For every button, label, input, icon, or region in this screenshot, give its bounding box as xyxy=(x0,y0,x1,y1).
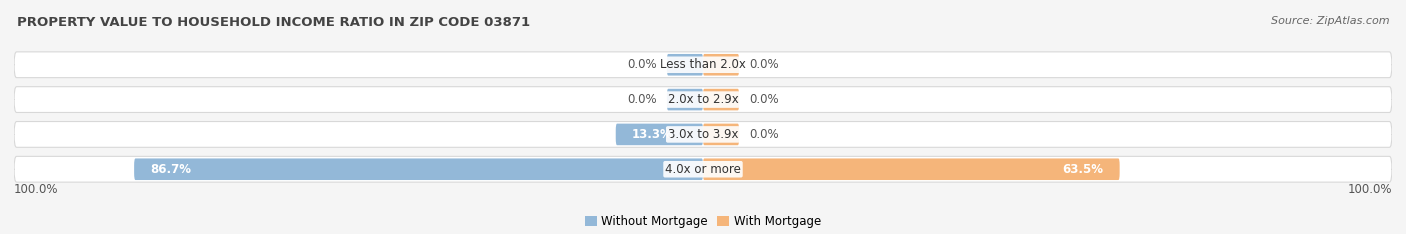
FancyBboxPatch shape xyxy=(14,156,1392,182)
Text: 3.0x to 3.9x: 3.0x to 3.9x xyxy=(668,128,738,141)
Text: 86.7%: 86.7% xyxy=(150,163,191,176)
FancyBboxPatch shape xyxy=(703,158,1119,180)
FancyBboxPatch shape xyxy=(666,89,703,110)
Text: PROPERTY VALUE TO HOUSEHOLD INCOME RATIO IN ZIP CODE 03871: PROPERTY VALUE TO HOUSEHOLD INCOME RATIO… xyxy=(17,16,530,29)
FancyBboxPatch shape xyxy=(703,89,740,110)
FancyBboxPatch shape xyxy=(14,52,1392,78)
Text: 0.0%: 0.0% xyxy=(749,93,779,106)
Legend: Without Mortgage, With Mortgage: Without Mortgage, With Mortgage xyxy=(585,215,821,228)
Text: 100.0%: 100.0% xyxy=(14,183,59,196)
Text: 0.0%: 0.0% xyxy=(749,58,779,71)
FancyBboxPatch shape xyxy=(14,87,1392,113)
Text: 2.0x to 2.9x: 2.0x to 2.9x xyxy=(668,93,738,106)
Text: 100.0%: 100.0% xyxy=(1347,183,1392,196)
FancyBboxPatch shape xyxy=(703,54,740,76)
Text: Less than 2.0x: Less than 2.0x xyxy=(659,58,747,71)
FancyBboxPatch shape xyxy=(14,121,1392,147)
Text: 13.3%: 13.3% xyxy=(633,128,673,141)
FancyBboxPatch shape xyxy=(134,158,703,180)
Text: 4.0x or more: 4.0x or more xyxy=(665,163,741,176)
FancyBboxPatch shape xyxy=(666,54,703,76)
Text: 0.0%: 0.0% xyxy=(627,58,657,71)
FancyBboxPatch shape xyxy=(616,124,703,145)
Text: 0.0%: 0.0% xyxy=(627,93,657,106)
Text: Source: ZipAtlas.com: Source: ZipAtlas.com xyxy=(1271,16,1389,26)
Text: 63.5%: 63.5% xyxy=(1063,163,1104,176)
Text: 0.0%: 0.0% xyxy=(749,128,779,141)
FancyBboxPatch shape xyxy=(703,124,740,145)
